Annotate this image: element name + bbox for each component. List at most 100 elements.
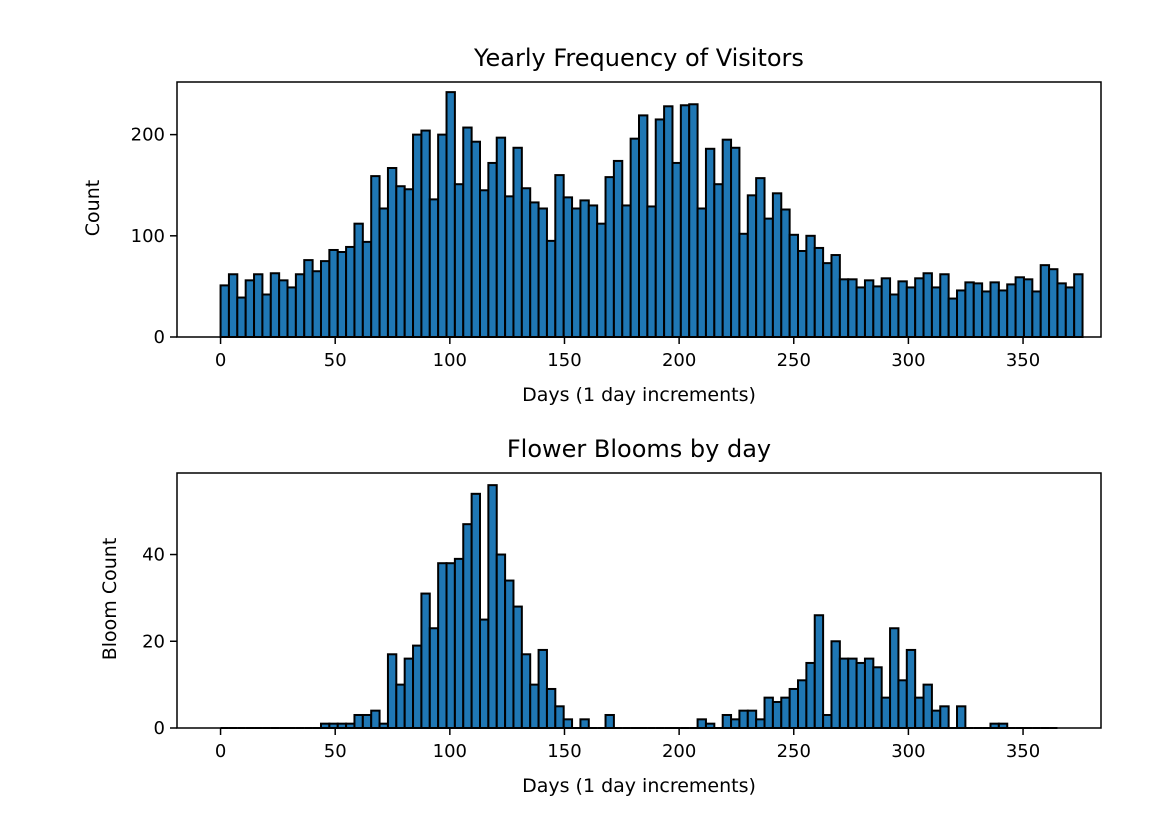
blooms-bar	[905, 648, 917, 729]
blooms-bar	[545, 687, 557, 729]
visitors-bar	[713, 183, 724, 338]
blooms-bar	[956, 705, 967, 730]
visitors-bar	[830, 254, 841, 338]
visitors-bar	[604, 176, 615, 338]
visitors-bar	[462, 126, 473, 339]
blooms-bar	[780, 696, 791, 730]
visitors-bar	[437, 133, 448, 338]
visitors-bar	[956, 289, 967, 339]
visitors-bar	[453, 183, 465, 338]
visitors-bar	[319, 260, 331, 338]
visitors-bar	[763, 217, 774, 338]
visitors-bar	[621, 204, 632, 338]
visitors-bar	[345, 245, 356, 338]
visitors-bar	[219, 284, 230, 339]
blooms-x-tick-label: 300	[891, 741, 925, 762]
visitors-y-axis-label: Count	[82, 180, 104, 236]
visitors-bar	[520, 187, 532, 338]
visitors-bar	[797, 249, 808, 339]
visitors-bar	[386, 167, 398, 338]
blooms-x-tick-label: 350	[1006, 741, 1040, 762]
visitors-axes-frame	[176, 81, 1102, 338]
visitors-bar	[663, 105, 674, 339]
visitors-bar	[863, 279, 875, 338]
blooms-bar	[520, 653, 532, 730]
visitors-bar	[420, 129, 431, 338]
visitors-bar	[671, 161, 682, 338]
visitors-bar	[964, 281, 975, 338]
blooms-bar	[847, 657, 858, 729]
visitors-bar	[696, 207, 707, 338]
blooms-bar	[746, 709, 758, 730]
visitors-bar	[403, 188, 415, 338]
blooms-bar	[880, 696, 892, 730]
visitors-bar	[1056, 282, 1067, 338]
blooms-bar	[386, 653, 398, 730]
visitors-bar	[930, 286, 942, 339]
blooms-bar	[437, 562, 448, 730]
visitors-bar	[880, 277, 892, 338]
blooms-bar	[897, 679, 908, 729]
blooms-bar	[872, 666, 883, 729]
visitors-bar	[989, 281, 1000, 338]
visitors-bar	[562, 196, 574, 338]
blooms-bar	[805, 661, 816, 730]
visitors-bar	[244, 279, 256, 338]
blooms-chart-title: Flower Blooms by day	[507, 435, 771, 463]
blooms-bar	[403, 657, 415, 729]
visitors-bar	[847, 278, 858, 339]
visitors-bar	[780, 208, 791, 338]
visitors-bar	[361, 240, 373, 339]
blooms-x-axis-label: Days (1 day increments)	[522, 775, 756, 797]
blooms-y-tick-label: 20	[142, 631, 165, 652]
visitors-bar	[638, 114, 649, 338]
visitors-bar	[805, 234, 816, 338]
blooms-bar	[579, 718, 590, 730]
visitors-bar	[353, 222, 364, 338]
visitors-bar	[571, 207, 582, 338]
blooms-bar	[930, 709, 942, 730]
visitors-x-tick-label: 100	[433, 350, 467, 371]
visitors-bar	[512, 146, 523, 338]
visitors-bar	[771, 192, 783, 338]
visitors-bar	[269, 272, 281, 338]
visitors-bar	[939, 273, 950, 339]
blooms-bar	[395, 683, 406, 730]
visitors-bar	[253, 273, 264, 339]
visitors-bar	[813, 246, 825, 338]
visitors-y-tick-label: 0	[154, 327, 165, 348]
visitors-x-tick-label: 50	[324, 350, 347, 371]
visitors-x-axis-label: Days (1 day increments)	[522, 384, 756, 406]
visitors-y-tick-label: 200	[131, 125, 165, 146]
visitors-bar	[872, 285, 883, 338]
visitors-bar	[261, 293, 272, 338]
blooms-bar	[470, 492, 482, 729]
visitors-bar	[596, 222, 607, 338]
visitors-bar	[495, 136, 507, 338]
visitors-x-tick-label: 200	[662, 350, 696, 371]
visitors-x-tick-label: 350	[1006, 350, 1040, 371]
visitors-bar	[646, 205, 657, 338]
blooms-bar	[554, 705, 565, 730]
visitors-bar	[922, 272, 933, 338]
blooms-bar	[813, 614, 825, 729]
visitors-bar	[738, 232, 749, 338]
visitors-x-tick-label: 250	[777, 350, 811, 371]
blooms-bar	[730, 718, 741, 730]
visitors-bar	[1064, 286, 1076, 339]
blooms-bar	[537, 648, 548, 729]
visitors-chart: Yearly Frequency of Visitors Days (1 day…	[82, 44, 1102, 406]
blooms-x-tick-label: 150	[547, 741, 581, 762]
visitors-bar	[428, 198, 440, 338]
blooms-bar	[922, 683, 933, 730]
visitors-bar	[579, 199, 590, 338]
visitors-bar	[554, 174, 565, 338]
visitors-bar	[1073, 273, 1084, 339]
visitors-x-tick-label: 300	[891, 350, 925, 371]
visitors-bar	[1014, 276, 1025, 338]
blooms-bar	[755, 718, 766, 730]
blooms-bar	[914, 696, 925, 730]
visitors-bar	[947, 297, 959, 338]
